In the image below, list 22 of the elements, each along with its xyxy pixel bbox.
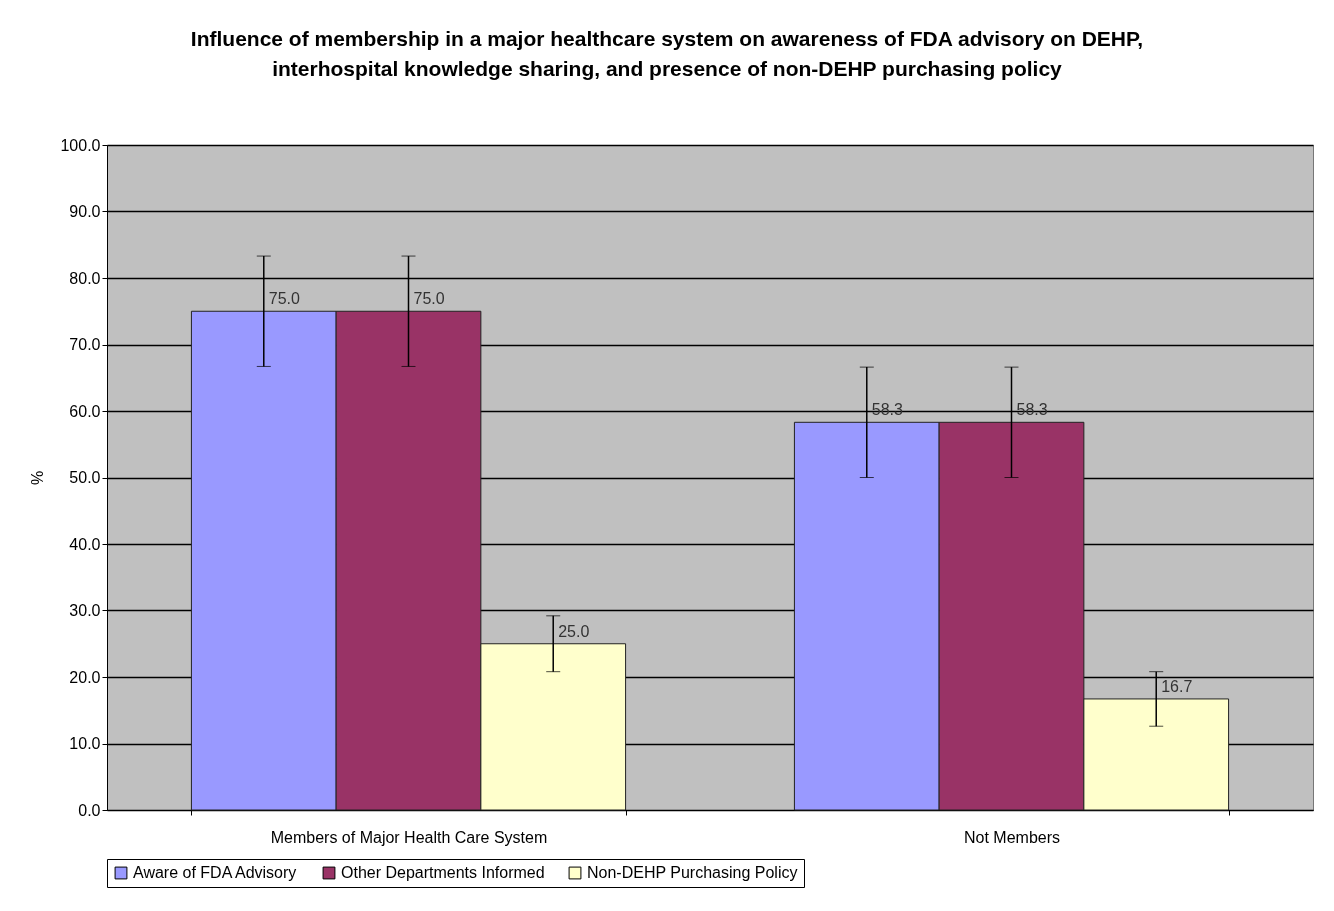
y-tick-label: 60.0 — [69, 402, 101, 420]
y-axis-title: % — [29, 470, 47, 486]
chart-title: Influence of membership in a major healthcare system on awareness of FDA advisory on DEHP, interhospital knowledge sharing, and presence of non-DEHP purchasing policy — [189, 26, 1145, 82]
data-label: 25.0 — [558, 622, 590, 640]
data-label: 16.7 — [1161, 677, 1193, 695]
legend-label: Non-DEHP Purchasing Policy — [587, 864, 798, 881]
y-tick-label: 80.0 — [69, 269, 101, 287]
y-tick-label: 100.0 — [60, 136, 101, 154]
legend-label: Aware of FDA Advisory — [133, 864, 297, 881]
y-tick-label: 90.0 — [69, 203, 101, 220]
y-tick-label: 40.0 — [69, 535, 101, 553]
y-tick-label: 10.0 — [69, 735, 101, 752]
y-tick-label: 30.0 — [69, 602, 101, 619]
x-tick-label: Not Members — [963, 828, 1061, 846]
y-tick-label: 70.0 — [69, 336, 101, 353]
legend-label: Other Departments Informed — [341, 864, 545, 881]
data-label: 75.0 — [268, 290, 301, 308]
y-tick-label: 0.0 — [78, 801, 101, 819]
y-tick-label: 20.0 — [69, 668, 101, 686]
data-label: 75.0 — [413, 290, 445, 308]
y-tick-label: 50.0 — [69, 469, 101, 486]
x-tick-label: Members of Major Health Care System — [270, 828, 548, 846]
